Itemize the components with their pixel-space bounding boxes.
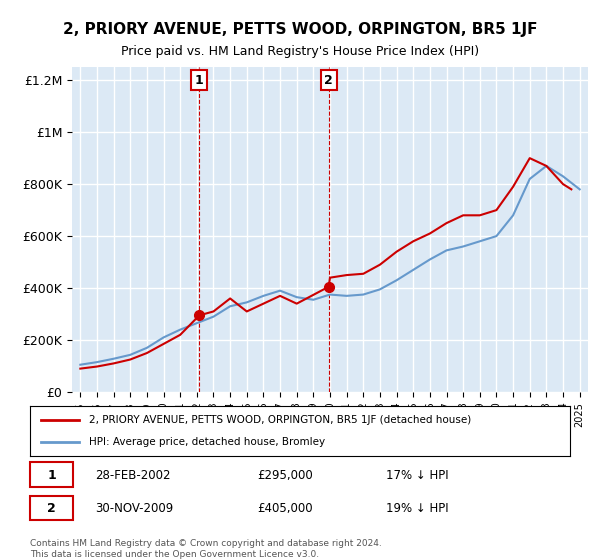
Text: 30-NOV-2009: 30-NOV-2009: [95, 502, 173, 515]
Text: HPI: Average price, detached house, Bromley: HPI: Average price, detached house, Brom…: [89, 437, 326, 447]
Text: 2: 2: [47, 502, 56, 515]
FancyBboxPatch shape: [30, 462, 73, 487]
Text: 2, PRIORY AVENUE, PETTS WOOD, ORPINGTON, BR5 1JF (detached house): 2, PRIORY AVENUE, PETTS WOOD, ORPINGTON,…: [89, 415, 472, 425]
Text: This data is licensed under the Open Government Licence v3.0.: This data is licensed under the Open Gov…: [30, 550, 319, 559]
Text: 1: 1: [195, 74, 204, 87]
Text: 17% ↓ HPI: 17% ↓ HPI: [386, 469, 449, 482]
Text: 19% ↓ HPI: 19% ↓ HPI: [386, 502, 449, 515]
Text: Price paid vs. HM Land Registry's House Price Index (HPI): Price paid vs. HM Land Registry's House …: [121, 45, 479, 58]
Text: £295,000: £295,000: [257, 469, 313, 482]
Text: 2: 2: [324, 74, 333, 87]
FancyBboxPatch shape: [30, 496, 73, 520]
Text: 28-FEB-2002: 28-FEB-2002: [95, 469, 170, 482]
Text: Contains HM Land Registry data © Crown copyright and database right 2024.: Contains HM Land Registry data © Crown c…: [30, 539, 382, 548]
Text: 1: 1: [47, 469, 56, 482]
Text: 2, PRIORY AVENUE, PETTS WOOD, ORPINGTON, BR5 1JF: 2, PRIORY AVENUE, PETTS WOOD, ORPINGTON,…: [63, 22, 537, 38]
Text: £405,000: £405,000: [257, 502, 313, 515]
